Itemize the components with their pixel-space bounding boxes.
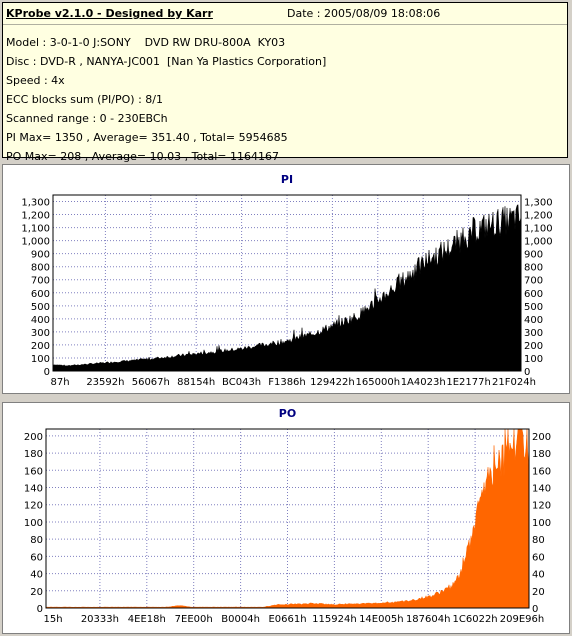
y-tick-label-right: 100	[532, 518, 551, 529]
y-tick-label-right: 180	[532, 449, 551, 460]
app-title: KProbe v2.1.0 - Designed by Karr	[6, 7, 213, 20]
y-tick-label-left: 600	[31, 289, 50, 300]
x-tick-label: 21F024h	[492, 377, 536, 388]
y-tick-label-right: 700	[524, 276, 543, 287]
x-tick-label: 88154h	[177, 377, 215, 388]
series-area-pi	[52, 203, 522, 372]
y-tick-label-right: 60	[532, 552, 545, 563]
y-tick-label-right: 140	[532, 484, 551, 495]
y-tick-label-right: 1,000	[524, 237, 553, 248]
y-tick-label-right: 120	[532, 501, 551, 512]
scan-date: Date : 2005/08/09 18:08:06	[287, 7, 441, 20]
y-tick-label-right: 500	[524, 302, 543, 313]
y-tick-label-right: 160	[532, 466, 551, 477]
plot-frame	[52, 194, 522, 372]
x-tick-label: F1386h	[268, 377, 306, 388]
y-tick-label-right: 600	[524, 289, 543, 300]
x-tick-label: 115924h	[312, 614, 357, 625]
x-tick-label: B0004h	[221, 614, 260, 625]
y-tick-label-right: 0	[532, 604, 538, 615]
model-line: Model : 3-0-1-0 J:SONY DVD RW DRU-800A K…	[6, 36, 286, 49]
y-tick-label-right: 400	[524, 315, 543, 326]
x-tick-label: 56067h	[132, 377, 170, 388]
y-tick-label-left: 1,000	[21, 237, 50, 248]
y-tick-label-left: 200	[31, 341, 50, 352]
x-tick-label: 1E2177h	[446, 377, 490, 388]
y-tick-label-left: 800	[31, 263, 50, 274]
info-panel: KProbe v2.1.0 - Designed by Karr Date : …	[2, 2, 568, 163]
x-tick-label: 4EE18h	[128, 614, 166, 625]
x-tick-label: 15h	[43, 614, 62, 625]
y-tick-label-right: 900	[524, 250, 543, 261]
plot-area	[45, 428, 530, 609]
x-tick-label: 1C6022h	[453, 614, 498, 625]
po-stats-line: PO Max= 208 , Average= 10.03 , Total= 11…	[6, 150, 279, 163]
info-separator	[3, 24, 567, 25]
range-line: Scanned range : 0 - 230EBCh	[6, 112, 168, 125]
y-tick-label-right: 100	[524, 354, 543, 365]
y-tick-label-left: 100	[24, 518, 43, 529]
y-tick-label-left: 40	[30, 570, 43, 581]
x-tick-label: 87h	[50, 377, 69, 388]
x-tick-label: E0661h	[268, 614, 306, 625]
y-tick-label-right: 20	[532, 587, 545, 598]
y-tick-label-left: 120	[24, 501, 43, 512]
pi-stats-line: PI Max= 1350 , Average= 351.40 , Total= …	[6, 131, 288, 144]
x-tick-label: BC043h	[222, 377, 261, 388]
y-tick-label-left: 60	[30, 552, 43, 563]
x-tick-label: 129422h	[310, 377, 355, 388]
x-tick-label: 20333h	[81, 614, 119, 625]
y-tick-label-left: 400	[31, 315, 50, 326]
y-tick-label-left: 80	[30, 535, 43, 546]
po-chart: PO 0 0 20 20 40 40 60 60 80 80 100 100 120 120 140 140 16…	[24, 407, 551, 625]
pi-chart: PI 0 0 100 100 200 200 300 300 400 400 500 500 600 600…	[21, 173, 553, 388]
po-chart-panel: PO 0 0 20 20 40 40 60 60 80 80 100 100 120 120 140 140 16…	[2, 402, 570, 634]
y-tick-label-left: 1,300	[21, 198, 50, 209]
y-tick-label-right: 40	[532, 570, 545, 581]
y-tick-label-left: 140	[24, 484, 43, 495]
x-tick-label: 187604h	[406, 614, 451, 625]
x-tick-label: 209E96h	[500, 614, 544, 625]
y-tick-label-right: 1,300	[524, 198, 553, 209]
speed-line: Speed : 4x	[6, 74, 65, 87]
y-tick-label-left: 100	[31, 354, 50, 365]
plot-frame	[45, 428, 530, 609]
series-area-po	[45, 428, 530, 609]
y-tick-label-right: 200	[532, 432, 551, 443]
y-tick-label-right: 80	[532, 535, 545, 546]
x-tick-label: 14E005h	[359, 614, 403, 625]
pi-chart-panel: PI 0 0 100 100 200 200 300 300 400 400 500 500 600 600…	[2, 164, 570, 394]
ecc-line: ECC blocks sum (PI/PO) : 8/1	[6, 93, 163, 106]
y-tick-label-left: 160	[24, 466, 43, 477]
x-tick-label: 23592h	[86, 377, 124, 388]
y-tick-label-left: 1,100	[21, 224, 50, 235]
y-tick-label-left: 500	[31, 302, 50, 313]
y-tick-label-right: 200	[524, 341, 543, 352]
x-tick-label: 7EE00h	[175, 614, 213, 625]
x-tick-label: 1A4023h	[401, 377, 446, 388]
y-tick-label-right: 1,200	[524, 211, 553, 222]
chart-title-pi: PI	[281, 173, 293, 186]
x-tick-label: 165000h	[356, 377, 401, 388]
y-tick-label-left: 0	[37, 604, 43, 615]
y-tick-label-left: 300	[31, 328, 50, 339]
y-tick-label-right: 1,100	[524, 224, 553, 235]
y-tick-label-right: 800	[524, 263, 543, 274]
y-tick-label-right: 300	[524, 328, 543, 339]
y-tick-label-left: 200	[24, 432, 43, 443]
y-tick-label-left: 20	[30, 587, 43, 598]
y-tick-label-left: 900	[31, 250, 50, 261]
y-tick-label-left: 0	[44, 367, 50, 378]
chart-title-po: PO	[279, 407, 296, 420]
y-tick-label-right: 0	[524, 367, 530, 378]
y-tick-label-left: 180	[24, 449, 43, 460]
y-tick-label-left: 1,200	[21, 211, 50, 222]
disc-line: Disc : DVD-R , NANYA-JC001 [Nan Ya Plast…	[6, 55, 327, 68]
y-tick-label-left: 700	[31, 276, 50, 287]
